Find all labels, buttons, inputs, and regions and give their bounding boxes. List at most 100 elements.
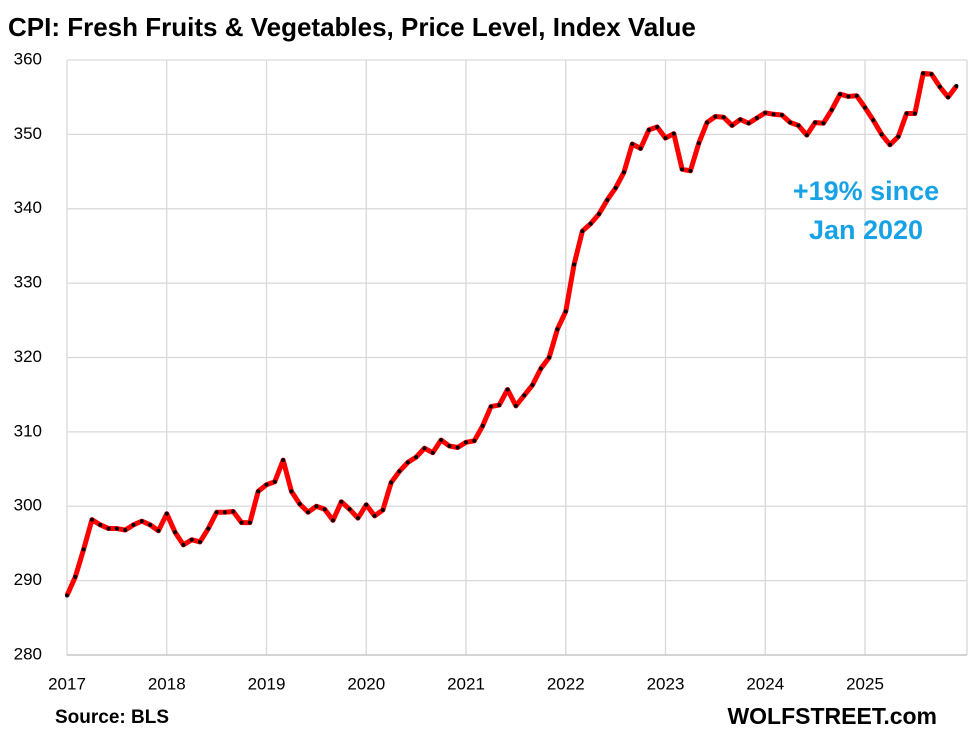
data-point [854, 93, 859, 98]
data-point [763, 110, 768, 115]
data-point [746, 121, 751, 126]
data-point [813, 120, 818, 125]
x-tick-label: 2022 [547, 674, 585, 693]
data-point [397, 469, 402, 474]
data-point [605, 197, 610, 202]
y-tick-label: 360 [14, 49, 42, 68]
data-point [231, 509, 236, 514]
data-point [887, 142, 892, 147]
data-point [597, 211, 601, 216]
data-point [547, 355, 552, 360]
data-point [621, 170, 626, 175]
data-point [447, 444, 452, 449]
data-point [871, 118, 876, 123]
data-point [705, 120, 710, 125]
data-point [912, 111, 917, 116]
credit: WOLFSTREET.com [727, 703, 937, 729]
data-point [671, 131, 676, 136]
data-point [630, 142, 635, 147]
data-point [322, 507, 327, 512]
data-point [331, 518, 335, 523]
data-point [439, 438, 444, 443]
data-point [372, 513, 377, 518]
annotation: Jan 2020 [809, 215, 923, 245]
data-point [173, 530, 178, 535]
data-point [306, 510, 311, 515]
x-tick-label: 2025 [846, 674, 884, 693]
y-tick-label: 340 [14, 198, 42, 217]
data-point [405, 460, 410, 465]
data-point [538, 366, 543, 371]
y-tick-label: 290 [14, 570, 42, 589]
data-point [696, 141, 701, 146]
data-point [206, 526, 211, 531]
x-tick-label: 2020 [347, 674, 385, 693]
data-point [921, 71, 926, 76]
data-point [98, 522, 103, 527]
data-point [754, 116, 759, 121]
data-point [829, 107, 834, 112]
data-point [522, 393, 527, 398]
x-tick-label: 2018 [148, 674, 186, 693]
data-point [264, 482, 269, 487]
data-point [779, 113, 784, 118]
data-point [380, 507, 385, 512]
x-tick-label: 2021 [447, 674, 485, 693]
data-point [272, 479, 277, 484]
data-point [422, 446, 427, 451]
data-point [497, 403, 502, 408]
data-point [189, 537, 194, 542]
data-point [879, 132, 884, 137]
y-tick-label: 350 [14, 124, 42, 143]
y-tick-label: 300 [14, 496, 42, 515]
data-point [65, 593, 69, 598]
data-point [414, 455, 419, 460]
data-point [455, 445, 460, 450]
data-point [430, 450, 435, 455]
data-point [73, 574, 78, 579]
data-point [688, 168, 693, 173]
data-point [863, 105, 867, 110]
data-point [123, 528, 128, 533]
data-point [513, 403, 518, 408]
data-point [804, 133, 809, 138]
data-point [929, 72, 934, 77]
data-point [289, 489, 294, 494]
data-point [680, 167, 685, 172]
data-point [239, 520, 244, 525]
data-point [297, 502, 302, 507]
x-tick-label: 2024 [746, 674, 784, 693]
x-tick-label: 2023 [647, 674, 685, 693]
data-point [713, 114, 718, 119]
data-point [937, 84, 942, 89]
source: Source: BLS [55, 707, 169, 728]
data-point [214, 510, 219, 515]
data-point [838, 92, 843, 97]
data-point [389, 480, 394, 485]
data-point [954, 84, 959, 89]
data-point [738, 117, 743, 122]
data-point [846, 94, 851, 99]
data-point [106, 526, 111, 531]
data-point [464, 440, 468, 445]
data-point [646, 127, 651, 132]
y-tick-label: 310 [14, 421, 42, 440]
data-point [164, 511, 169, 516]
data-point [355, 516, 360, 521]
data-point [339, 499, 344, 504]
data-point [364, 502, 369, 507]
data-point [281, 458, 286, 463]
data-point [89, 517, 94, 522]
data-point [81, 547, 86, 552]
y-tick-label: 320 [14, 347, 42, 366]
data-point [771, 112, 776, 117]
data-point [472, 438, 477, 443]
data-point [555, 327, 560, 332]
y-tick-label: 330 [14, 273, 42, 292]
data-point [572, 262, 577, 267]
data-point [588, 221, 593, 226]
data-point [796, 123, 801, 128]
data-line [64, 70, 959, 597]
data-point [156, 528, 161, 533]
